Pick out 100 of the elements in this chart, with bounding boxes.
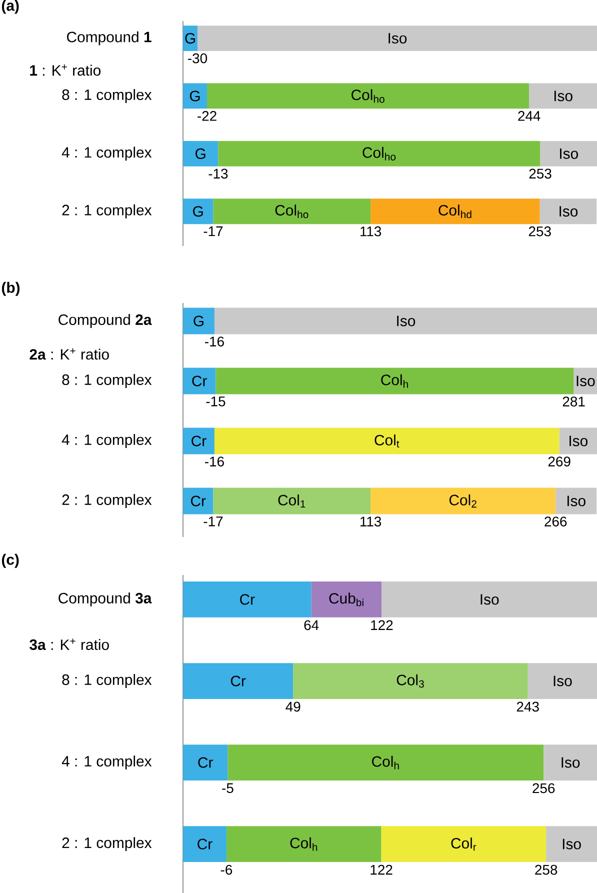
bar [544, 744, 597, 780]
annotation: 281 [562, 396, 585, 406]
bar [183, 368, 216, 394]
annotation: 64 [304, 620, 319, 630]
annotation: -13 [208, 168, 228, 179]
series-label: Col$_{r}$ [451, 838, 476, 851]
text: Cr [198, 757, 213, 768]
bar [556, 488, 597, 514]
text: G [193, 206, 203, 217]
bar [207, 83, 530, 109]
bar [183, 428, 214, 454]
bar [370, 198, 540, 224]
annotation: 244 [518, 111, 540, 121]
annotation: -16 [205, 336, 224, 346]
bar [381, 826, 546, 862]
annotation: -6 [220, 864, 232, 875]
series-label: Col$_{1}$ [278, 494, 306, 508]
bar [311, 582, 382, 618]
text: Iso [397, 316, 416, 326]
series-label: Col$_{ho}$ [352, 89, 384, 103]
series-label: Col$_{h}$ [381, 374, 408, 388]
annotation: 113 [360, 516, 382, 526]
annotation: -17 [204, 226, 223, 236]
annotation: 122 [371, 620, 393, 630]
bar [183, 26, 198, 51]
text: Iso [568, 496, 586, 506]
series-label: Col$_{3}$ [396, 674, 424, 688]
text: (c) [2, 554, 19, 568]
y-tick-label: 2 : 1 complex [62, 204, 152, 218]
bar [183, 582, 312, 618]
bar [183, 198, 214, 224]
annotation: 122 [370, 864, 392, 875]
bar [183, 308, 214, 334]
bar [183, 83, 208, 109]
y-tick-label: Compound 2a [58, 314, 152, 328]
bar [228, 744, 544, 780]
bar [218, 140, 540, 166]
text: G [190, 90, 200, 102]
y-tick-label: 4 : 1 complex [62, 434, 152, 448]
bar [183, 826, 226, 862]
bar [540, 198, 597, 224]
bar [213, 488, 371, 514]
y-tick-label: 8 : 1 complex [62, 674, 152, 688]
bar [213, 198, 371, 224]
y-tick-label: Compound 3a [58, 592, 152, 606]
text: Iso [480, 594, 499, 605]
annotation: -30 [188, 53, 208, 64]
y-tick-label: 4 : 1 complex [62, 756, 152, 770]
bar [214, 308, 597, 334]
bar [546, 826, 597, 862]
series-label: Col$_{t}$ [374, 434, 400, 448]
annotation: -16 [205, 456, 224, 466]
text: Cr [198, 838, 212, 850]
y-tick-label: 2 : 1 complex [62, 494, 152, 508]
series-label: Col$_{h}$ [372, 756, 399, 770]
annotation: 253 [528, 226, 551, 236]
series-label: Iso [560, 148, 578, 159]
bar [183, 140, 218, 166]
text: Iso [560, 206, 578, 217]
series-label: G [185, 33, 195, 44]
text: 2a : K$^{+}$ ratio [30, 348, 109, 360]
annotation: 113 [360, 226, 382, 236]
text: Cr [192, 376, 207, 386]
bar [528, 663, 597, 699]
bar [382, 582, 597, 618]
text: 1 : K$^{+}$ ratio [30, 64, 101, 76]
text: Iso [554, 90, 572, 102]
annotation: -5 [222, 783, 234, 794]
series-label: Cr [190, 496, 206, 506]
series-label: G [194, 316, 204, 326]
bar [540, 140, 597, 166]
text: Iso [388, 33, 407, 44]
bar [370, 488, 556, 514]
annotation: -15 [206, 396, 226, 406]
annotation: 49 [286, 702, 300, 712]
bar [197, 26, 597, 51]
text: Col$_{h}$ [290, 837, 318, 851]
annotation: 266 [544, 516, 567, 526]
text: Col$_{ho}$ [362, 146, 396, 160]
annotation: 253 [529, 168, 552, 179]
series-label: Col$_{hd}$ [438, 204, 472, 218]
bar [559, 428, 597, 454]
y-tick-label: 8 : 1 complex [62, 89, 152, 103]
bar [183, 744, 228, 780]
text: Iso [562, 757, 580, 768]
y-tick-label: 2 : 1 complex [62, 837, 152, 852]
y-tick-label: 8 : 1 complex [62, 374, 152, 388]
annotation: 269 [548, 456, 570, 466]
bar [293, 663, 528, 699]
series-label: Cub$_{bi}$ [329, 592, 364, 606]
text: (b) [2, 282, 20, 296]
annotation: 243 [516, 702, 539, 712]
bar [183, 488, 214, 514]
annotation: 256 [532, 783, 555, 794]
bar [214, 428, 560, 454]
text: Iso [570, 436, 588, 446]
bar [529, 83, 597, 109]
text: Col$_{ho}$ [275, 204, 308, 218]
series-label: Cr [240, 594, 255, 605]
bar [183, 663, 294, 699]
